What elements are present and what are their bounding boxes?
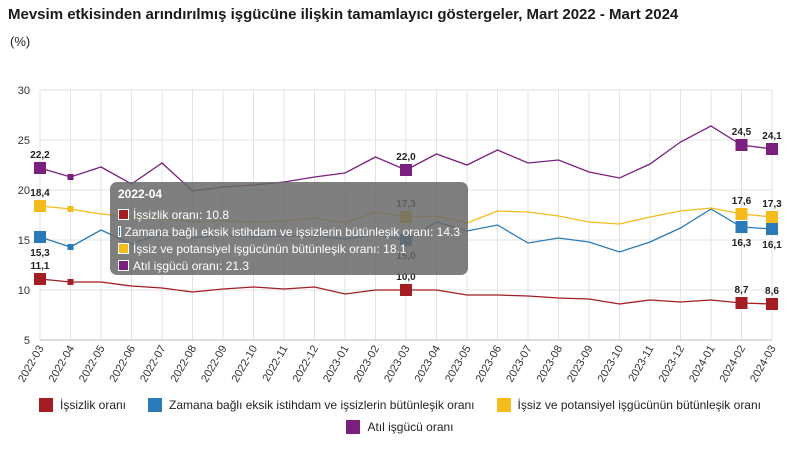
data-point-marker	[766, 211, 778, 223]
data-point-marker	[34, 273, 46, 285]
legend-label: İşsiz ve potansiyel işgücünün bütünleşik…	[517, 398, 761, 412]
tooltip-swatch	[118, 260, 129, 271]
x-tick-label: 2022-11	[260, 344, 290, 384]
y-tick-label: 20	[18, 185, 30, 197]
data-point-marker	[34, 231, 46, 243]
data-point-marker	[735, 297, 748, 309]
data-label: 16,1	[762, 240, 782, 251]
legend-swatch	[39, 398, 53, 412]
data-label: 10,0	[396, 272, 416, 283]
data-label: 8,6	[765, 286, 779, 297]
x-tick-label: 2022-09	[199, 344, 230, 385]
x-tick-label: 2024-03	[748, 344, 779, 385]
x-tick-label: 2023-10	[596, 344, 627, 385]
legend-label: İşsizlik oranı	[60, 398, 127, 412]
y-tick-label: 10	[18, 285, 30, 297]
data-label: 22,0	[396, 152, 416, 163]
legend-label: Zamana bağlı eksik istihdam ve işsizleri…	[169, 398, 475, 412]
hover-point	[67, 174, 74, 180]
tooltip-swatch	[118, 209, 129, 220]
data-point-marker	[735, 139, 748, 151]
data-label: 18,4	[30, 188, 50, 199]
data-label: 22,2	[30, 150, 50, 161]
hover-point	[67, 244, 74, 250]
data-label: 15,3	[30, 248, 50, 259]
x-tick-label: 2022-04	[47, 344, 78, 385]
data-point-marker	[735, 221, 748, 233]
x-tick-label: 2023-01	[321, 344, 352, 385]
x-tick-label: 2023-05	[443, 344, 474, 385]
tooltip-line: İşsizlik oranı: 10.8	[118, 206, 460, 223]
y-tick-label: 15	[18, 235, 30, 247]
x-tick-label: 2024-01	[687, 344, 718, 385]
x-tick-label: 2023-08	[535, 344, 566, 385]
x-tick-label: 2022-07	[138, 344, 169, 385]
data-label: 17,3	[762, 199, 782, 210]
x-tick-label: 2023-09	[565, 344, 596, 385]
y-tick-label: 5	[24, 335, 30, 347]
legend-item-atil[interactable]: Atıl işgücü oranı	[346, 420, 454, 434]
x-tick-label: 2022-08	[169, 344, 200, 385]
y-tick-label: 30	[18, 85, 30, 97]
legend-swatch	[496, 398, 511, 412]
data-point-marker	[735, 208, 748, 220]
tooltip: 2022-04 İşsizlik oranı: 10.8 Zamana bağl…	[110, 182, 468, 275]
tooltip-title: 2022-04	[118, 187, 163, 201]
x-tick-label: 2022-10	[230, 344, 261, 385]
legend: İşsizlik oranı Zamana bağlı eksik istihd…	[0, 398, 800, 442]
legend-swatch	[148, 398, 163, 412]
data-point-marker	[34, 200, 46, 212]
x-tick-label: 2023-12	[657, 344, 688, 385]
x-tick-label: 2022-03	[16, 344, 47, 385]
y-tick-label: 25	[18, 135, 30, 147]
x-tick-label: 2023-03	[382, 344, 413, 385]
x-tick-label: 2024-02	[718, 344, 749, 385]
legend-swatch	[346, 420, 361, 434]
data-point-marker	[34, 162, 46, 174]
x-tick-label: 2022-05	[77, 344, 108, 385]
tooltip-swatch	[118, 226, 121, 237]
y-unit-label: (%)	[10, 34, 31, 49]
legend-item-potansiyel[interactable]: İşsiz ve potansiyel işgücünün bütünleşik…	[496, 398, 761, 412]
tooltip-line: Atıl işgücü oranı: 21.3	[118, 257, 460, 274]
data-point-marker	[766, 143, 778, 155]
data-label: 16,3	[732, 238, 752, 249]
tooltip-swatch	[118, 243, 129, 254]
data-label: 17,6	[732, 196, 752, 207]
hover-point	[67, 279, 74, 285]
x-tick-label: 2023-02	[352, 344, 383, 385]
data-label: 8,7	[735, 285, 749, 296]
tooltip-text: İşsizlik oranı: 10.8	[133, 207, 230, 222]
x-tick-label: 2023-11	[626, 344, 656, 384]
data-label: 24,1	[762, 131, 782, 142]
data-point-marker	[400, 284, 412, 296]
x-tick-label: 2023-07	[504, 344, 535, 385]
tooltip-line: Zamana bağlı eksik istihdam ve işsizleri…	[118, 223, 460, 240]
hover-point	[67, 206, 74, 212]
tooltip-line: İşsiz ve potansiyel işgücünün bütünleşik…	[118, 240, 460, 257]
tooltip-text: İşsiz ve potansiyel işgücünün bütünleşik…	[133, 241, 407, 256]
legend-label: Atıl işgücü oranı	[367, 420, 454, 434]
data-point-marker	[766, 223, 778, 235]
data-label: 11,1	[31, 261, 50, 272]
data-point-marker	[766, 298, 778, 310]
x-tick-label: 2022-12	[291, 344, 322, 385]
x-tick-label: 2023-06	[474, 344, 505, 385]
data-label: 24,5	[732, 127, 752, 138]
data-point-marker	[400, 164, 412, 176]
x-tick-label: 2023-04	[413, 344, 444, 385]
chart-title: Mevsim etkisinden arındırılmış işgücüne …	[8, 6, 679, 23]
x-tick-label: 2022-06	[108, 344, 139, 385]
legend-item-zamana-bagli[interactable]: Zamana bağlı eksik istihdam ve işsizleri…	[148, 398, 475, 412]
legend-item-issizlik[interactable]: İşsizlik oranı	[39, 398, 126, 412]
tooltip-text: Atıl işgücü oranı: 21.3	[133, 258, 250, 273]
tooltip-text: Zamana bağlı eksik istihdam ve işsizleri…	[124, 224, 461, 239]
